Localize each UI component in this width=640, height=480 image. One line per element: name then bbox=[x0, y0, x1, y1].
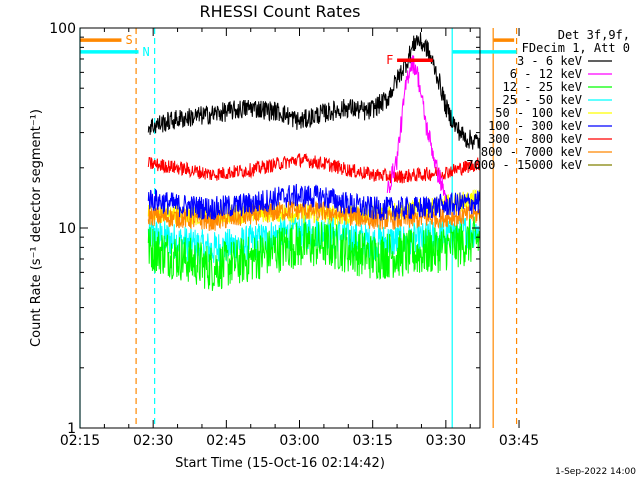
legend-label-4: 50 - 100 keV bbox=[495, 106, 582, 120]
marker-label-f: F bbox=[386, 53, 393, 67]
marker-label-n: N bbox=[143, 45, 150, 59]
series-12-25kev bbox=[147, 216, 481, 291]
chart-title: RHESSI Count Rates bbox=[200, 2, 361, 21]
series-6-12kev bbox=[386, 55, 447, 203]
legend-label-3: 25 - 50 keV bbox=[503, 93, 582, 107]
legend-label-1: 6 - 12 keV bbox=[510, 67, 582, 81]
y-axis: 1 10 100 bbox=[49, 21, 480, 437]
legend-label-8: 7000 - 15000 keV bbox=[466, 158, 582, 172]
legend-header-0: Det 3f,9f, bbox=[558, 28, 630, 42]
legend-label-7: 800 - 7000 keV bbox=[481, 145, 582, 159]
series-800-7000kev bbox=[147, 201, 481, 232]
y-axis-title: Count Rate (s⁻¹ detector segment⁻¹) bbox=[29, 109, 44, 347]
x-axis-title: Start Time (15-Oct-16 02:14:42) bbox=[175, 456, 385, 471]
x-tick-label-4: 03:15 bbox=[353, 433, 393, 449]
legend-label-6: 300 - 800 keV bbox=[488, 132, 582, 146]
footer-timestamp: 1-Sep-2022 14:00 bbox=[555, 467, 636, 477]
series-100-300kev bbox=[147, 183, 481, 221]
y-tick-label-0: 1 bbox=[67, 421, 76, 437]
legend-label-2: 12 - 25 keV bbox=[503, 80, 582, 94]
x-tick-label-5: 03:30 bbox=[426, 433, 466, 449]
legend-header-1: FDecim 1, Att 0 bbox=[522, 41, 630, 55]
series-300-800kev bbox=[147, 153, 481, 184]
y-tick-label-1: 10 bbox=[58, 221, 76, 237]
x-tick-label-6: 03:45 bbox=[499, 433, 539, 449]
x-axis: 02:15 02:30 02:45 03:00 03:15 03:30 03:45 bbox=[60, 28, 539, 449]
x-tick-label-3: 03:00 bbox=[279, 433, 319, 449]
plot-area: SN F bbox=[79, 28, 518, 428]
legend-label-5: 100 - 300 keV bbox=[488, 119, 582, 133]
series-3-6kev bbox=[147, 32, 481, 150]
marker-label-s: S bbox=[125, 33, 132, 47]
legend-label-0: 3 - 6 keV bbox=[517, 54, 582, 68]
x-tick-label-0: 02:15 bbox=[60, 433, 100, 449]
y-tick-label-2: 100 bbox=[49, 21, 76, 37]
x-tick-label-1: 02:30 bbox=[133, 433, 173, 449]
x-tick-label-2: 02:45 bbox=[206, 433, 246, 449]
